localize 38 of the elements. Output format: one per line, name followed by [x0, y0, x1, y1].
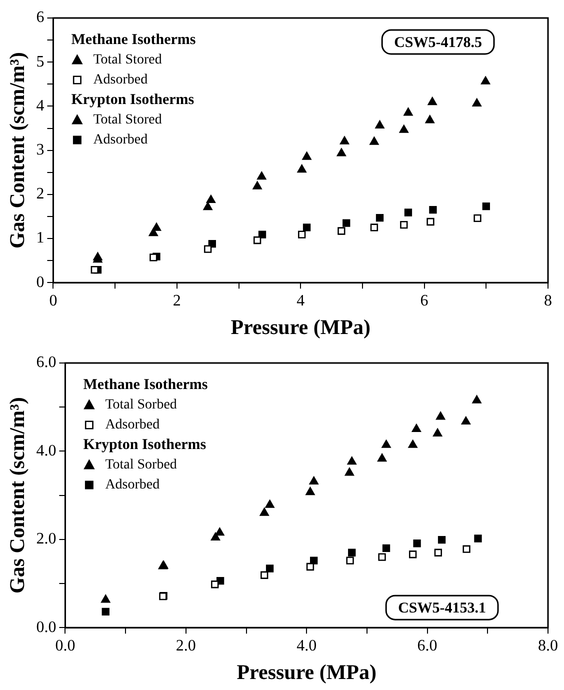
y-tick-label: 4.0: [36, 442, 56, 460]
x-tick-label: 6: [420, 292, 428, 310]
x-tick-label: 6.0: [417, 637, 438, 654]
annotation: Krypton Isotherms: [83, 436, 206, 453]
x-tick-label: 8: [544, 292, 552, 310]
legend-label: Total Stored: [93, 52, 162, 68]
y-tick-label: 0.0: [36, 618, 56, 636]
x-tick-label: 2.0: [176, 637, 196, 654]
x-tick-label: 2: [172, 292, 181, 310]
y-tick-label: 6: [36, 9, 44, 26]
x-tick-label: 4: [296, 292, 305, 310]
legend-label: Total Sorbed: [105, 398, 177, 413]
x-tick-label: 4.0: [296, 637, 317, 654]
y-tick-label: 1: [36, 230, 44, 247]
legend-label: Total Stored: [93, 112, 162, 128]
annotation: CSW5-4153.1: [398, 600, 486, 616]
y-tick-label: 6.0: [36, 354, 56, 372]
x-tick-label: 8.0: [538, 637, 558, 654]
legend-label: Total Sorbed: [105, 458, 177, 473]
y-tick-label: 4: [36, 97, 44, 114]
y-tick-label: 5: [36, 53, 44, 70]
y-tick-label: 0: [36, 274, 44, 291]
y-tick-label: 2.0: [36, 530, 56, 548]
legend-label: Adsorbed: [93, 72, 148, 88]
annotation: Krypton Isotherms: [71, 92, 194, 108]
legend-label: Adsorbed: [105, 478, 160, 493]
x-tick-label: 0.0: [55, 637, 76, 654]
x-axis-title: Pressure (MPa): [230, 314, 370, 339]
annotation: CSW5-4178.5: [394, 34, 482, 51]
annotation: Methane Isotherms: [83, 376, 208, 393]
y-tick-label: 3: [36, 142, 44, 159]
legend-label: Adsorbed: [93, 132, 148, 148]
y-axis-title: Gas Content (scm/m³): [5, 52, 30, 249]
legend-label: Adsorbed: [105, 418, 160, 433]
annotation: Methane Isotherms: [71, 32, 196, 48]
y-tick-label: 2: [36, 186, 44, 203]
y-axis-title: Gas Content (scm/m³): [5, 397, 30, 594]
x-axis-title: Pressure (MPa): [236, 660, 376, 684]
